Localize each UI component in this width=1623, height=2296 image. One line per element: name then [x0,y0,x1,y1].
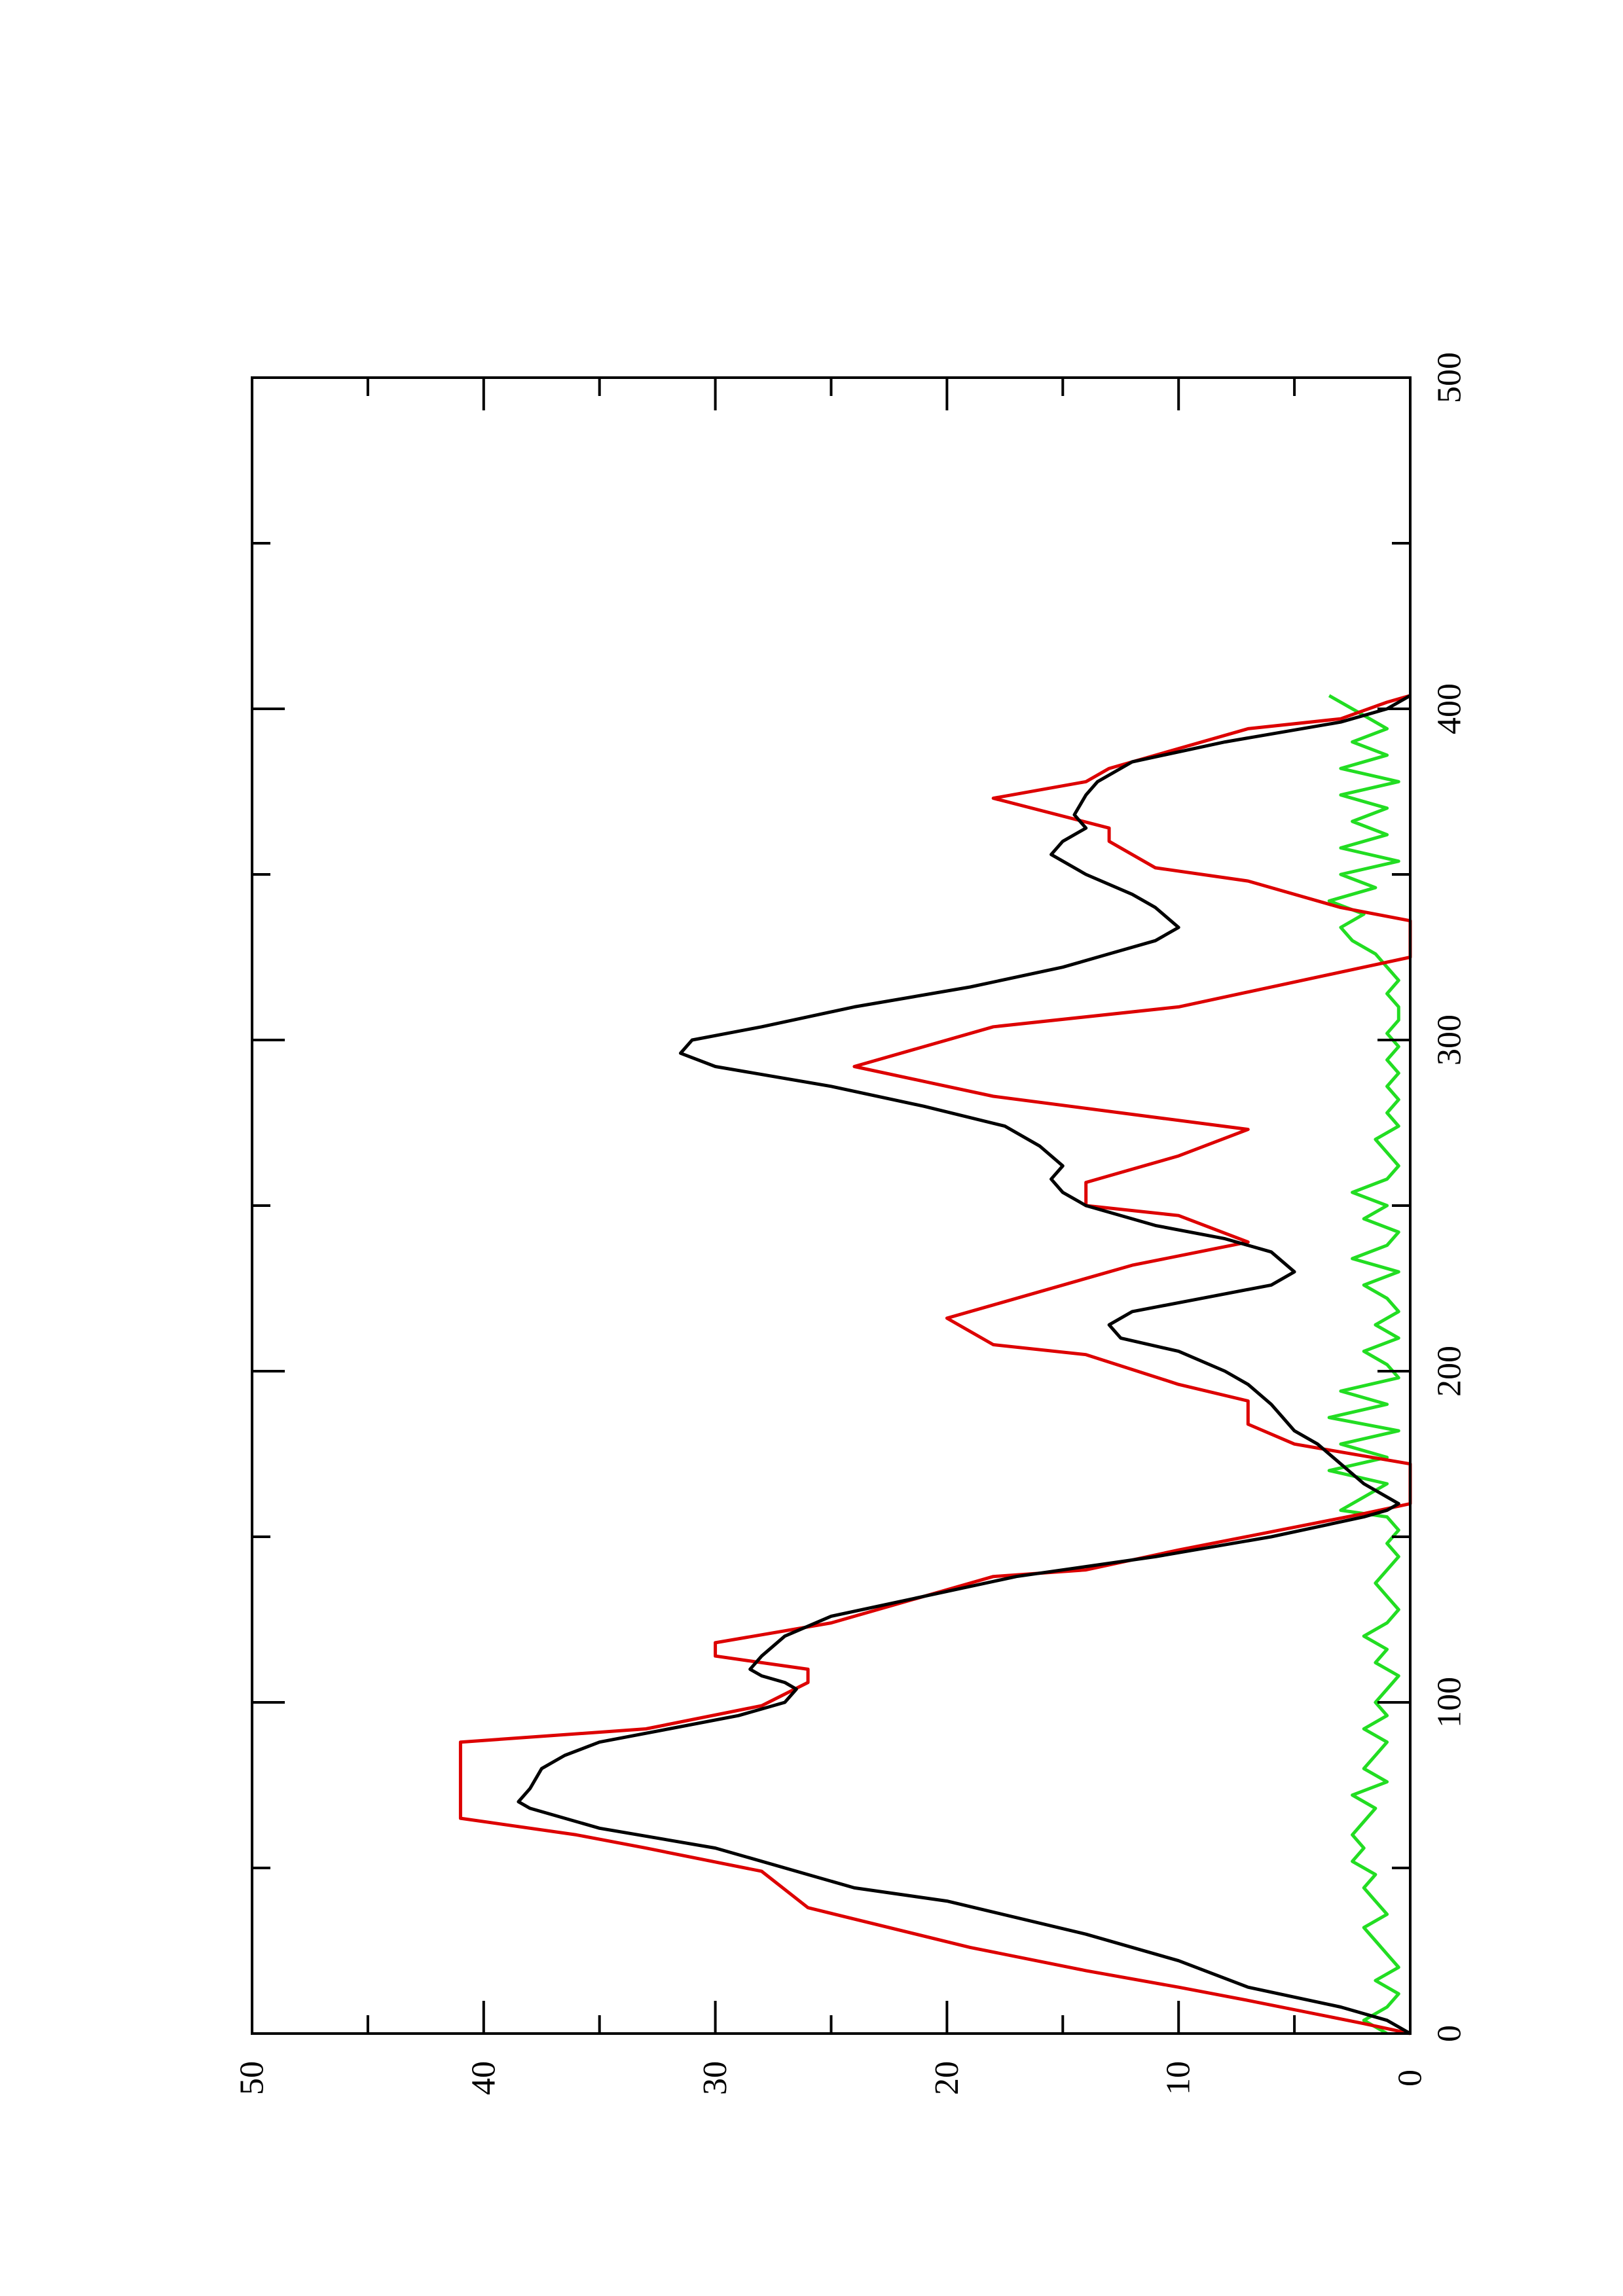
series-line-2 [1327,694,1400,2036]
x-tick-label: 100 [1431,1677,1468,1728]
y-tick-label: 40 [465,2061,502,2095]
series-layer [458,694,1412,2036]
plot-frame [251,376,1412,2035]
x-tick-label: 400 [1431,683,1468,734]
y-tick-label: 10 [1160,2061,1197,2095]
x-tick-label: 500 [1431,352,1468,403]
y-tick-label: 30 [697,2061,734,2095]
x-tick-label: 0 [1431,2025,1468,2042]
y-tick-label: 0 [1392,2070,1429,2087]
x-tick-label: 300 [1431,1014,1468,1066]
y-tick-label: 50 [234,2061,271,2095]
x-tick-label: 200 [1431,1346,1468,1397]
series-line-1 [517,694,1412,2036]
labels-layer: 0 100 200 300 400 500 0 10 20 30 40 50 [234,352,1468,2095]
series-line-0 [458,694,1412,2036]
y-tick-label: 20 [928,2061,966,2095]
